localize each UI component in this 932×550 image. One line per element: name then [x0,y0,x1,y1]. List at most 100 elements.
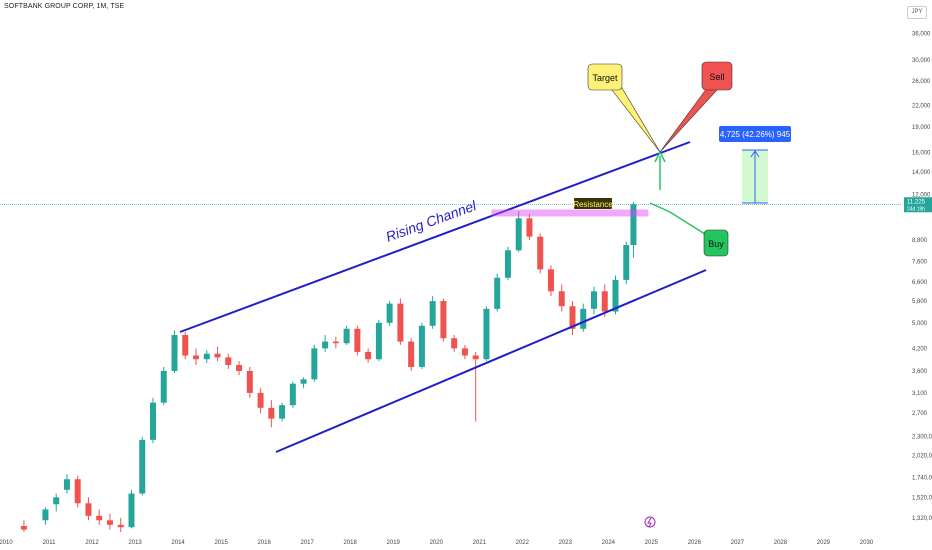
x-tick-label: 2026 [688,540,702,546]
target-flag [587,63,623,91]
y-tick-label: 8,800 [912,238,928,244]
candle-body [440,301,447,339]
candle-body [429,301,436,326]
candle-body [354,328,361,352]
event-lightning-glyph [647,517,652,528]
channel-upper-line [179,141,691,333]
candle-body [96,515,103,521]
x-tick-label: 2017 [300,540,314,546]
last-price-badge [904,197,932,213]
y-tick-label: 12,000 [912,192,931,198]
candle-body [182,335,189,356]
candle-body [85,503,92,516]
measure-arrow-head [750,150,760,158]
x-tick-label: 2021 [473,540,487,546]
candle-body [630,204,637,246]
candle-body [601,291,608,312]
x-tick-label: 2011 [43,540,57,546]
candle-body [397,303,404,342]
target-label: Target [592,73,618,83]
candle-body [343,328,350,344]
x-tick-label: 2028 [774,540,788,546]
y-tick-label: 16,000 [912,150,931,156]
candle-body [461,348,468,356]
resistance-label: Resistance [573,200,613,209]
candlestick-series [20,202,637,532]
last-price-label: 11,225 [907,199,926,205]
y-tick-label: 19,000 [912,125,931,131]
candle-body [558,291,565,307]
candle-body [365,351,372,360]
candle-body [386,303,393,323]
y-tick-label: 26,000 [912,79,931,85]
x-tick-label: 2020 [430,540,444,546]
y-tick-label: 36,000 [912,31,931,37]
candle-body [53,497,60,505]
x-tick-label: 2024 [602,540,616,546]
y-tick-label: 14,000 [912,170,931,176]
x-tick-label: 2022 [516,540,530,546]
candle-body [117,524,124,528]
channel-lower-line [275,269,707,453]
candle-body [160,370,167,403]
buy-pointer [649,202,709,237]
sell-label: Sell [709,72,724,82]
candle-body [150,402,156,440]
candle-body [225,357,232,365]
candle-body [547,269,554,292]
candle-body [612,279,619,312]
y-tick-label: 1,740,0 [912,476,932,482]
y-tick-label: 3,600 [912,369,928,375]
last-price-countdown: 24d 19h [907,206,925,212]
candle-body [623,245,630,280]
buy-label: Buy [708,239,724,249]
candle-body [246,370,253,393]
resistance-zone [491,209,649,217]
candle-body [451,338,458,349]
y-tick-label: 5,800 [912,299,928,305]
currency-button[interactable]: JPY [907,6,927,19]
y-tick-label: 1,520,0 [912,495,932,501]
candle-body [139,439,146,494]
target-pointer [611,87,661,153]
y-tick-label: 1,320,0 [912,516,932,522]
y-tick-label: 22,000 [912,104,931,110]
candle-body [300,379,307,384]
y-tick-label: 2,020,0 [912,454,932,460]
candle-body [580,308,587,329]
candle-body [591,291,597,309]
resistance-label-bg [574,198,612,209]
candle-body [375,322,382,360]
candle-body [332,341,339,344]
y-tick-label: 6,600 [912,280,928,286]
x-tick-label: 2012 [85,540,99,546]
candle-body [322,341,329,349]
y-tick-label: 3,100 [912,391,928,397]
candle-body [106,520,113,525]
candle-body [483,308,490,360]
measure-label-bg [719,126,791,142]
candle-body [289,383,296,406]
candle-body [20,526,27,530]
candle-body [569,306,576,329]
candle-body [279,405,286,419]
y-tick-label: 2,700 [912,411,928,417]
measure-label: 4,725 (42.26%) 945 [720,130,791,139]
candle-body [203,353,210,360]
candle-body [214,353,221,358]
y-tick-label: 30,000 [912,58,931,64]
candle-body [472,355,479,360]
y-tick-label: 2,300,0 [912,435,932,441]
candle-body [504,250,511,278]
candle-body [494,277,501,309]
y-tick-label: 4,200 [912,346,928,352]
candle-body [257,392,264,408]
x-tick-label: 2013 [128,540,142,546]
y-tick-label: 5,000 [912,321,928,327]
candle-body [128,493,135,528]
x-tick-label: 2014 [171,540,185,546]
chart-title: SOFTBANK GROUP CORP, 1M, TSE [4,3,125,10]
x-tick-label: 2027 [731,540,745,546]
x-tick-label: 2019 [387,540,401,546]
